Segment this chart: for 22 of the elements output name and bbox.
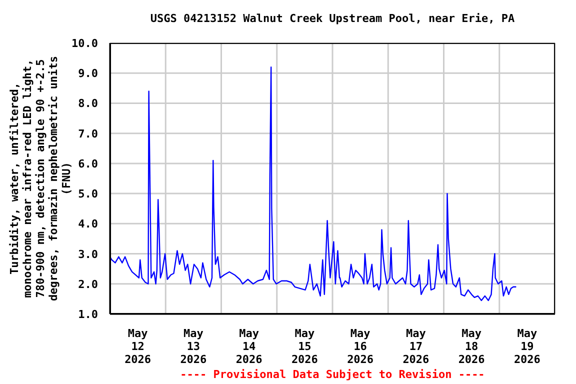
text: ---- Provisional Data Subject to Revision ---- xyxy=(179,368,486,381)
x-tick-label: May 19 2026 xyxy=(514,327,541,366)
x-tick-label: May 16 2026 xyxy=(347,327,374,366)
x-tick-label: May 15 2026 xyxy=(291,327,318,366)
y-tick-label: 3.0 xyxy=(78,248,98,261)
x-tick-label: May 12 2026 xyxy=(124,327,152,366)
y-tick-label: 1.0 xyxy=(78,308,98,321)
y-tick-label: 2.0 xyxy=(78,278,98,291)
y-tick-label: 8.0 xyxy=(78,97,98,110)
line-series xyxy=(110,66,517,302)
y-axis-title: Turbidity, water, unfiltered, monochrome near infra-red LED light, 780-900 nm, detection angle 90 +-2.5 degrees, formazin nephelometric units (FNU) xyxy=(8,56,73,302)
y-tick-label: 6.0 xyxy=(78,157,98,170)
x-tick-label: May 14 2026 xyxy=(236,327,263,366)
y-tick-label: 4.0 xyxy=(78,218,98,231)
y-tick-label: 5.0 xyxy=(78,188,98,201)
y-tick-label: 10.0 xyxy=(72,37,98,50)
x-tick-label: May 13 2026 xyxy=(180,327,208,366)
x-tick-label: May 17 2026 xyxy=(402,327,430,366)
chart-title: USGS 04213152 Walnut Creek Upstream Pool, near Erie, PA xyxy=(149,12,516,25)
x-tick-label: May 18 2026 xyxy=(458,327,486,366)
y-tick-label: 7.0 xyxy=(78,127,98,140)
y-tick-label: 9.0 xyxy=(78,67,98,80)
